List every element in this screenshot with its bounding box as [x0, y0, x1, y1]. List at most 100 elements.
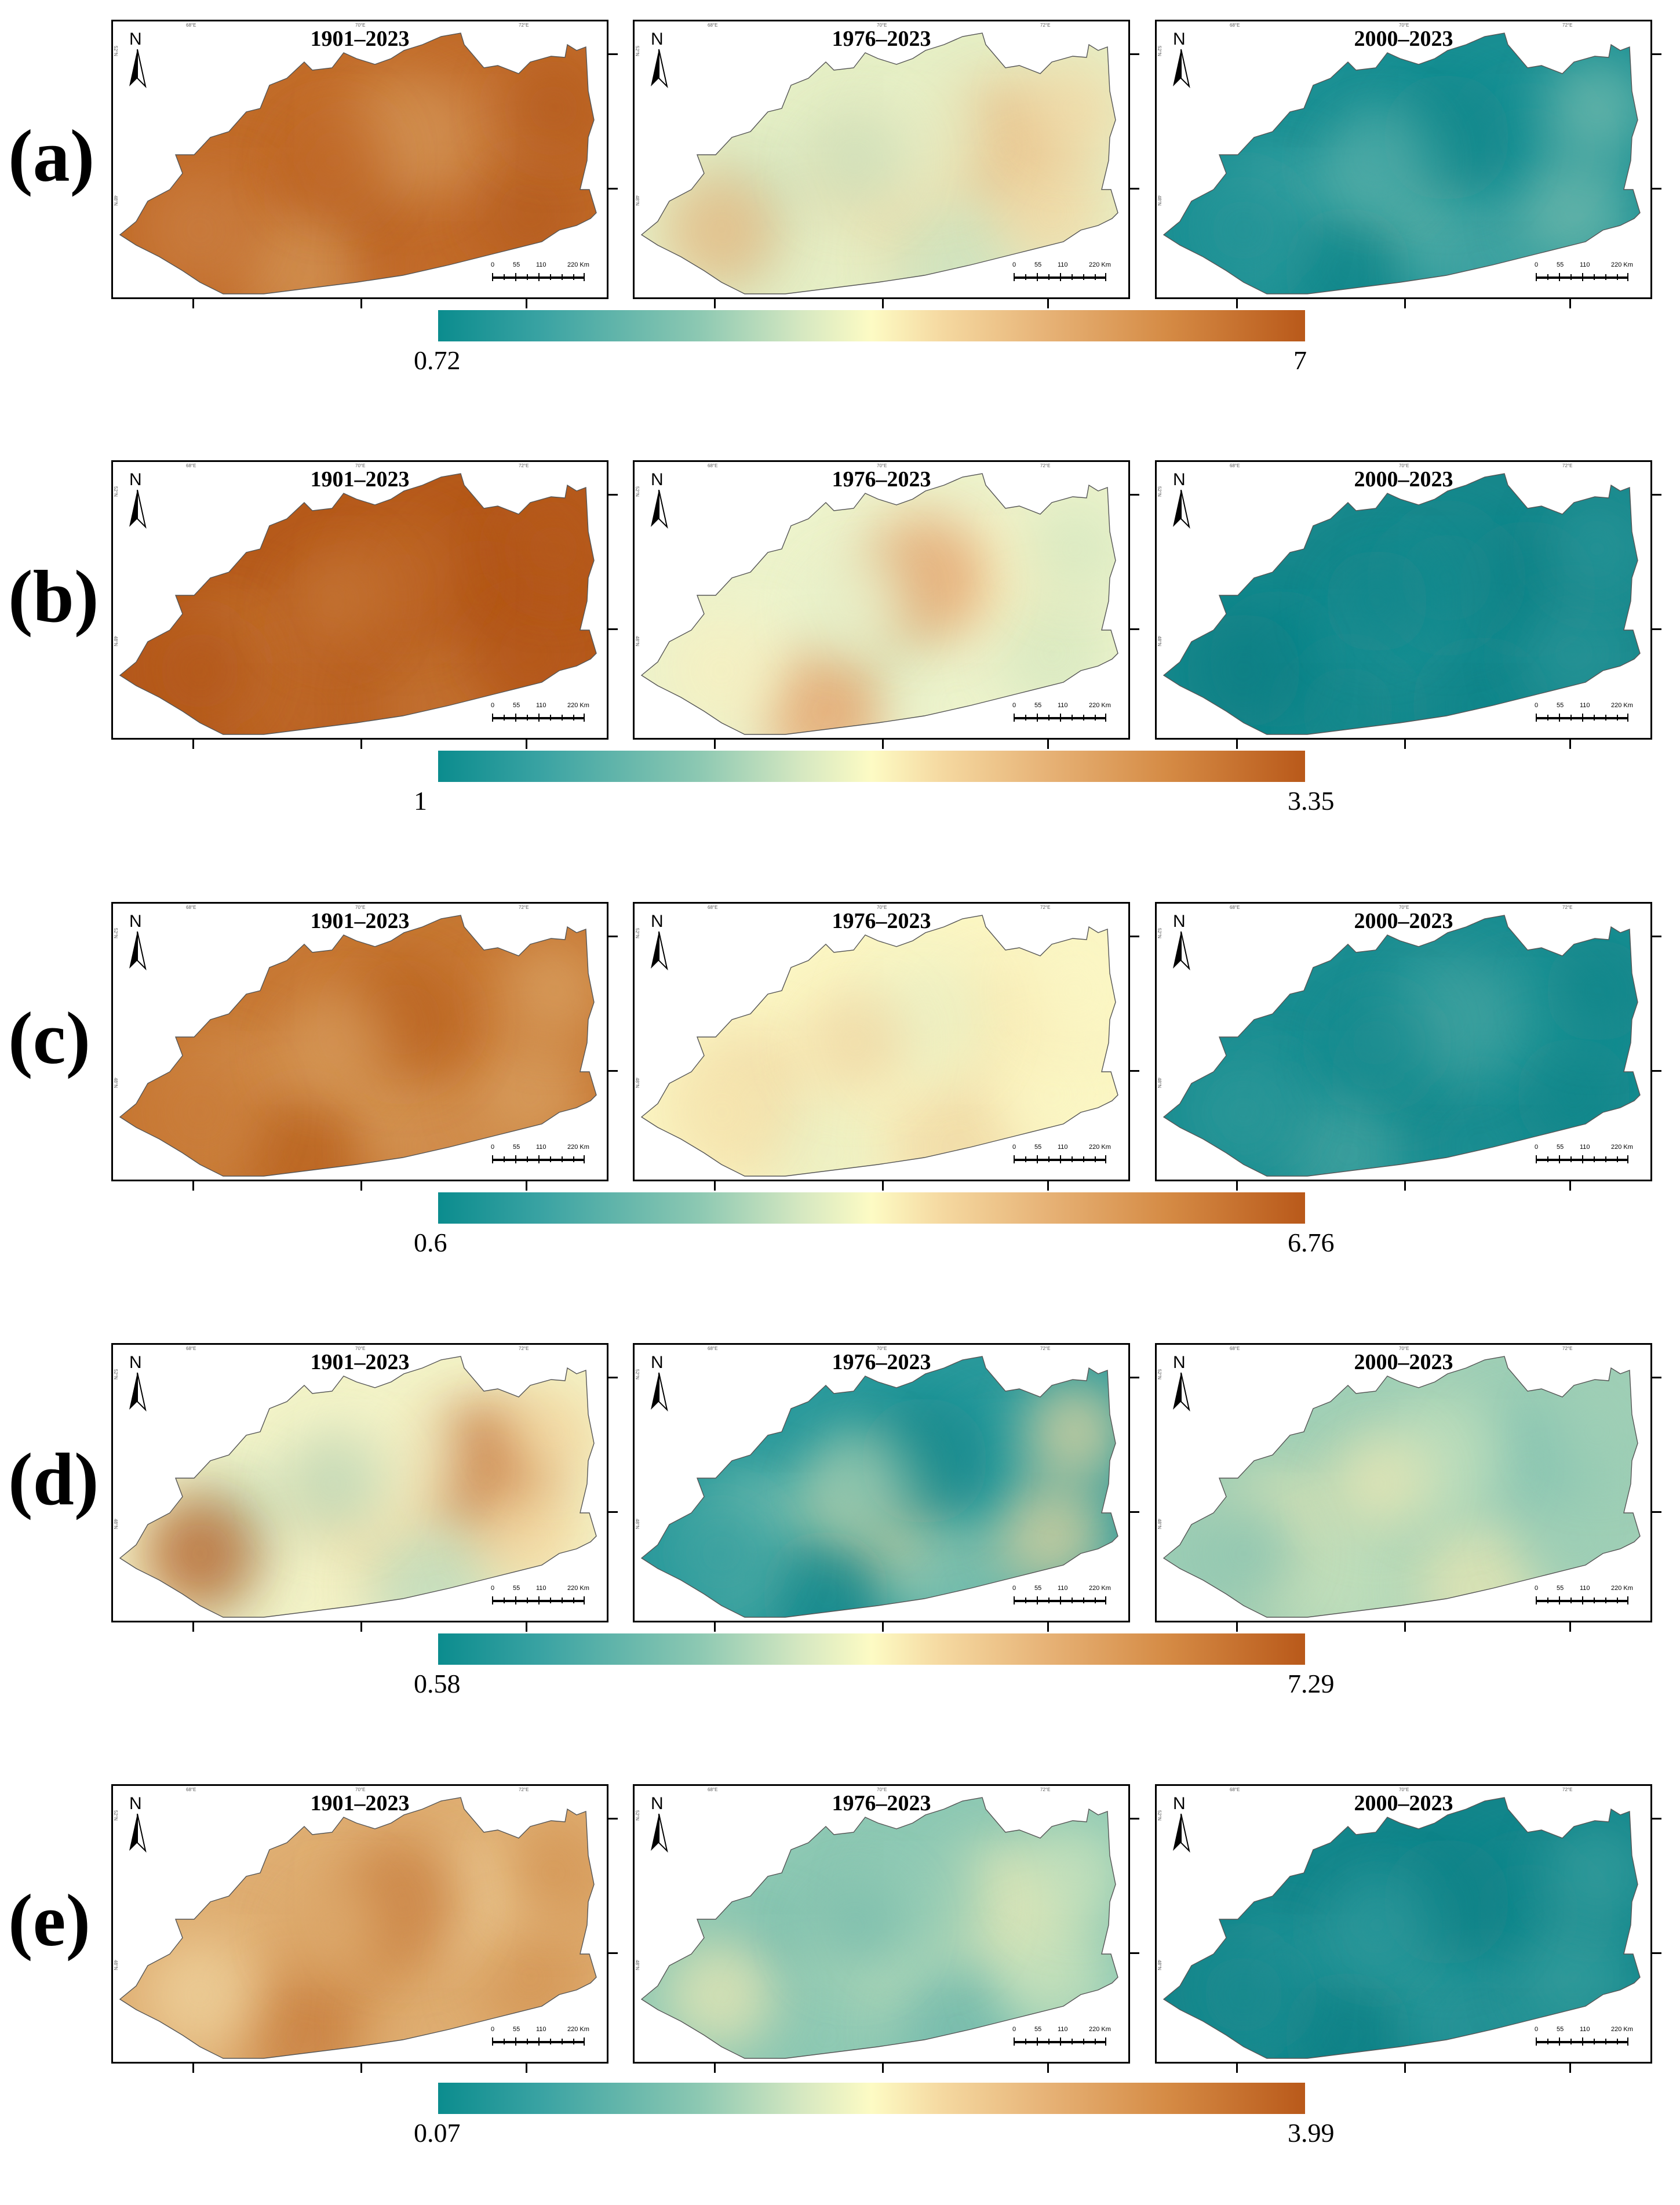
- panel-title: 1976–2023: [832, 1791, 931, 1815]
- scale-label: 55: [1034, 261, 1042, 268]
- colorbar-min-label: 0.58: [414, 1669, 461, 1698]
- map-panel: 1901–2023 N 0 55 110 220 Km: [111, 20, 608, 299]
- axis-tick: [608, 1818, 618, 1820]
- north-arrow-icon: N: [1171, 912, 1194, 976]
- scale-label: 0: [491, 702, 495, 709]
- panel-title: 2000–2023: [1354, 909, 1453, 933]
- colorbar-min-label: 0.07: [414, 2118, 461, 2148]
- axis-tick: [714, 1181, 716, 1191]
- scale-label: 110: [536, 1144, 546, 1151]
- colorbar-max-label: 7: [1293, 345, 1307, 375]
- scale-label: 0: [1012, 2026, 1016, 2033]
- lon-label: 68°E: [708, 463, 718, 468]
- north-label: N: [1173, 30, 1186, 49]
- axis-tick: [1130, 936, 1139, 937]
- north-arrow-icon: N: [127, 470, 150, 534]
- axis-tick: [192, 1622, 194, 1632]
- north-label: N: [651, 470, 664, 489]
- map-panel: 2000–2023 N 0 55 110 220 Km: [1155, 460, 1652, 740]
- axis-tick: [608, 1511, 618, 1513]
- lon-label: 68°E: [1230, 463, 1240, 468]
- scale-label: 55: [513, 261, 520, 268]
- scale-label: 55: [1557, 2026, 1564, 2033]
- scale-ruler: [492, 1155, 585, 1163]
- lon-label: 70°E: [1399, 23, 1409, 28]
- axis-tick: [1130, 628, 1139, 630]
- north-arrow-icon: N: [1171, 1794, 1194, 1858]
- scale-bar: 0 55 110 220 Km: [1012, 702, 1111, 727]
- lat-label: 48°N: [635, 636, 640, 646]
- colorbar-max-label: 6.76: [1288, 1228, 1335, 1257]
- map-surface: [119, 473, 597, 735]
- north-arrow-shape: [651, 49, 668, 89]
- north-label: N: [129, 912, 142, 931]
- lon-label: 68°E: [186, 1346, 196, 1351]
- axis-tick: [882, 2064, 884, 2073]
- scale-label: 0: [491, 2026, 495, 2033]
- panel-title: 1901–2023: [310, 27, 410, 51]
- map-panel: 1901–2023 N 0 55 110 220 Km: [111, 1343, 608, 1622]
- north-arrow-icon: N: [127, 912, 150, 976]
- north-label: N: [651, 912, 664, 931]
- lon-label: 70°E: [877, 1787, 887, 1792]
- north-arrow-shape: [129, 932, 147, 971]
- lat-label: 48°N: [113, 1519, 118, 1529]
- scale-bar: 0 55 110 220 Km: [1535, 702, 1633, 727]
- scale-label: 110: [1580, 1144, 1590, 1151]
- map-surface: [119, 1797, 597, 2059]
- scale-bar: 0 55 110 220 Km: [1535, 1144, 1633, 1169]
- region-boundary: [1162, 1797, 1641, 2059]
- lon-label: 70°E: [355, 1346, 366, 1351]
- axis-tick: [526, 1181, 527, 1191]
- axis-tick: [1652, 53, 1661, 55]
- map-surface: [1162, 915, 1641, 1177]
- north-arrow-icon: N: [648, 1794, 672, 1858]
- lat-label: 48°N: [1157, 195, 1162, 206]
- axis-tick: [192, 1181, 194, 1191]
- axis-tick: [526, 740, 527, 749]
- scale-label: 220 Km: [1611, 1144, 1633, 1151]
- lon-label: 70°E: [355, 463, 366, 468]
- lon-label: 68°E: [1230, 23, 1240, 28]
- region-boundary: [119, 1797, 597, 2059]
- lon-label: 70°E: [1399, 1346, 1409, 1351]
- axis-tick: [1652, 1818, 1661, 1820]
- lon-label: 72°E: [519, 1346, 529, 1351]
- axis-tick: [714, 740, 716, 749]
- axis-tick: [1569, 1181, 1571, 1191]
- axis-tick: [1236, 1181, 1238, 1191]
- axis-tick: [1130, 494, 1139, 496]
- north-label: N: [1173, 912, 1186, 931]
- region-boundary: [640, 915, 1118, 1177]
- axis-tick: [714, 299, 716, 308]
- scale-label: 110: [1058, 2026, 1068, 2033]
- lat-label: 48°N: [113, 1960, 118, 1970]
- axis-tick: [1652, 628, 1661, 630]
- scale-label: 110: [536, 702, 546, 709]
- lon-label: 68°E: [1230, 1787, 1240, 1792]
- axis-tick: [192, 740, 194, 749]
- panel-title: 2000–2023: [1354, 1350, 1453, 1374]
- axis-tick: [1130, 53, 1139, 55]
- scale-label: 110: [1058, 702, 1068, 709]
- scale-bar: 0 55 110 220 Km: [1012, 261, 1111, 287]
- axis-tick: [882, 1622, 884, 1632]
- panel-title: 2000–2023: [1354, 467, 1453, 492]
- panel-title: 1976–2023: [832, 909, 931, 933]
- figure-row: (d) 1901–2023 N: [0, 1323, 1680, 1764]
- scale-ruler: [1014, 273, 1106, 281]
- map-panel: 2000–2023 N 0 55 110 220 Km: [1155, 1343, 1652, 1622]
- axis-tick: [1236, 1622, 1238, 1632]
- row-label: (c): [8, 997, 91, 1079]
- map-panel: 1901–2023 N 0 55 110 220 Km: [111, 1784, 608, 2064]
- lat-label: 48°N: [113, 1078, 118, 1088]
- scale-label: 55: [1034, 1144, 1042, 1151]
- lat-label: 52°N: [635, 46, 640, 56]
- north-arrow-shape: [1173, 932, 1190, 971]
- lat-label: 52°N: [635, 486, 640, 497]
- scale-bar: 0 55 110 220 Km: [1535, 1585, 1633, 1610]
- scale-bar: 0 55 110 220 Km: [491, 1585, 589, 1610]
- map-surface: [640, 1356, 1118, 1618]
- map-panel: 2000–2023 N 0 55 110 220 Km: [1155, 902, 1652, 1181]
- panel-title: 1901–2023: [310, 909, 410, 933]
